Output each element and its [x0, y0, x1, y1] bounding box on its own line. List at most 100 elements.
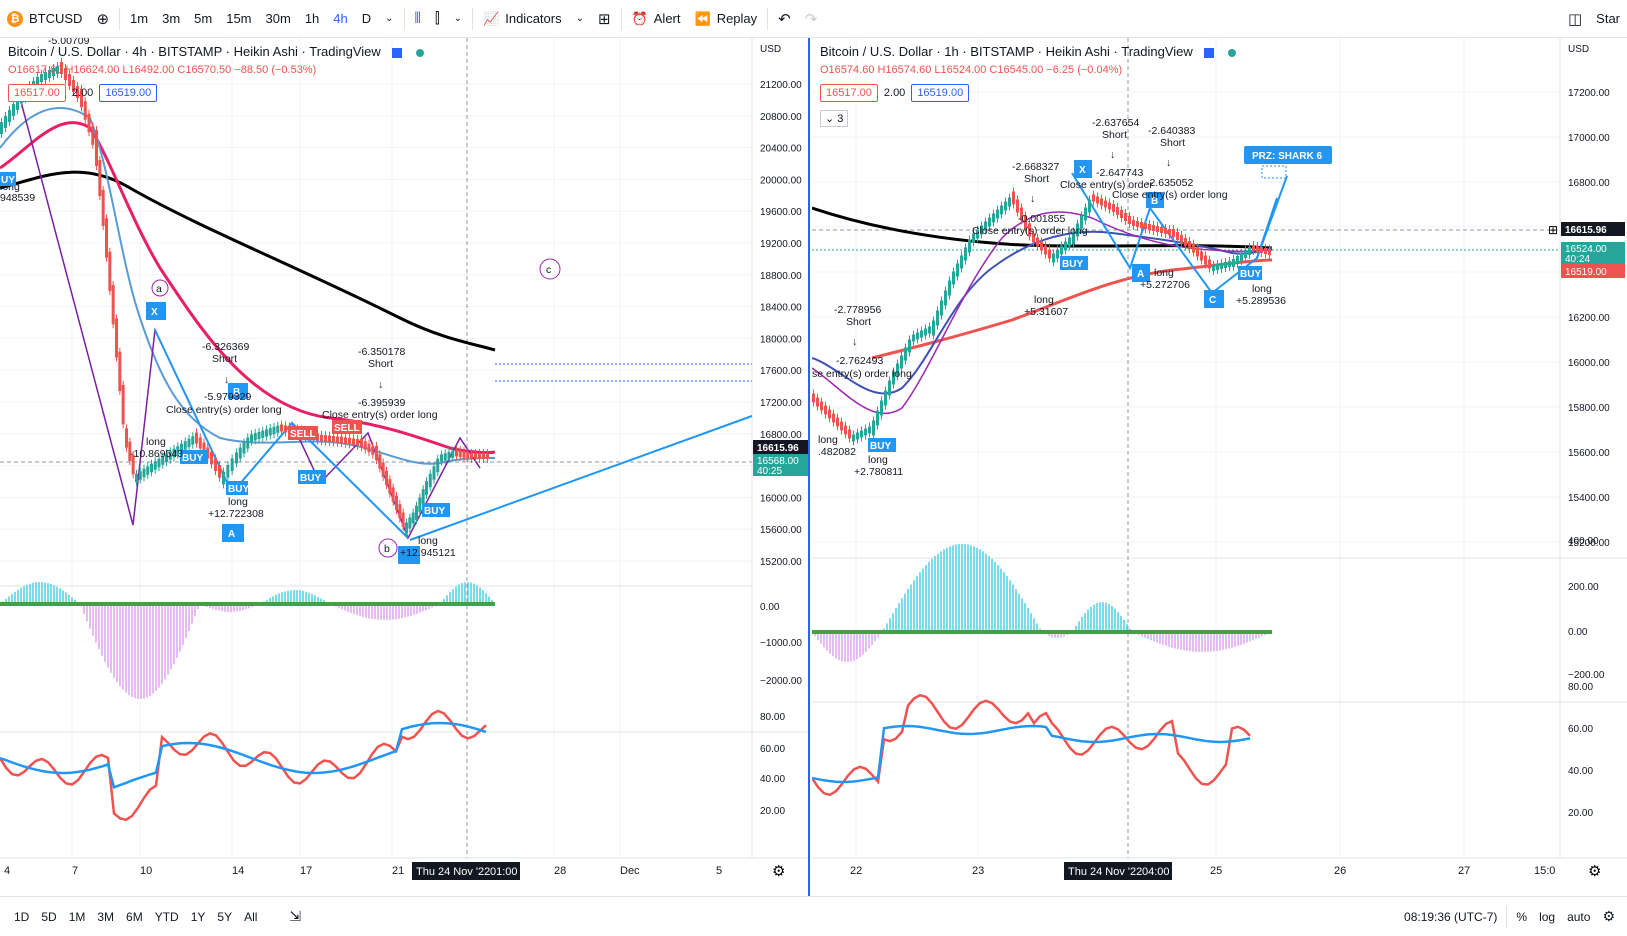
rsi-tick: 40.00 — [1568, 766, 1593, 777]
interval-3m[interactable]: 3m — [162, 11, 181, 26]
range-1y[interactable]: 1Y — [190, 909, 206, 924]
flag-icon[interactable] — [392, 47, 403, 58]
candle — [1200, 251, 1203, 261]
right-chart-pane[interactable]: PRZ: SHARK 6 X A B C BUY BUY BUY -2.7789… — [812, 38, 1627, 896]
buy-price-box[interactable]: 16519.00 — [99, 84, 158, 102]
candle — [812, 393, 815, 403]
indicator-collapse[interactable]: ⌄ 3 — [820, 110, 849, 127]
countdown-text: 40:25 — [757, 466, 782, 477]
plus-circle-icon[interactable]: ⊕ — [96, 10, 110, 28]
undo-icon[interactable]: ↶ — [778, 10, 791, 28]
log-toggle[interactable]: log — [1539, 909, 1556, 924]
candle — [91, 126, 95, 145]
tag-x-text: X — [151, 307, 158, 318]
candle — [12, 104, 15, 116]
range-1m[interactable]: 1M — [68, 909, 86, 924]
candle — [1096, 196, 1099, 204]
price-badge-text: 16524.00 — [1565, 244, 1607, 255]
right-legend[interactable]: Bitcoin / U.S. Dollar · 1h · BITSTAMP · … — [820, 44, 1237, 59]
interval-5m[interactable]: 5m — [194, 11, 213, 26]
buy-tag-text: BUY — [228, 484, 249, 495]
bar-style-icon[interactable]: ⫴ — [414, 10, 421, 27]
candle — [1064, 241, 1067, 251]
flag-icon[interactable] — [1204, 47, 1215, 58]
range-5y[interactable]: 5Y — [217, 909, 233, 924]
candle — [1112, 204, 1115, 212]
price-tick: 15400.00 — [1568, 493, 1610, 504]
interval-4h[interactable]: 4h — [333, 11, 348, 26]
interval-30m[interactable]: 30m — [265, 11, 291, 26]
chevron-down-icon[interactable]: ⌄ — [453, 13, 463, 24]
anno-val: -2.640383 — [1148, 125, 1195, 137]
candle — [1100, 198, 1103, 206]
candle — [180, 443, 183, 453]
interval-15m[interactable]: 15m — [226, 11, 252, 26]
sell-price-box[interactable]: 16517.00 — [8, 84, 66, 102]
gear-icon[interactable]: ⚙ — [772, 863, 785, 880]
interval-1m[interactable]: 1m — [130, 11, 149, 26]
candle — [405, 522, 408, 534]
replay-button[interactable]: ⏪ Replay — [688, 0, 765, 38]
candle — [936, 310, 939, 326]
layout-panel-icon[interactable]: ◫ — [1567, 10, 1583, 28]
range-ytd[interactable]: YTD — [154, 909, 179, 924]
redo-icon[interactable]: ↷ — [804, 10, 818, 28]
range-6m[interactable]: 6M — [126, 909, 143, 924]
range-3m[interactable]: 3M — [97, 909, 115, 924]
sell-price-box[interactable]: 16517.00 — [820, 84, 878, 102]
range-1d[interactable]: 1D — [14, 909, 30, 924]
candle — [968, 239, 971, 253]
date-range-icon[interactable]: ⇲ — [289, 908, 302, 924]
interval-d[interactable]: D — [361, 11, 372, 26]
star-button[interactable]: Star — [1596, 11, 1620, 26]
auto-toggle[interactable]: auto — [1567, 909, 1591, 924]
candle — [1132, 220, 1135, 226]
price-badge-text: 16568.00 — [757, 456, 799, 467]
alert-button[interactable]: ⏰ Alert — [625, 0, 688, 38]
clock-time[interactable]: 08:19:36 (UTC-7) — [1404, 909, 1498, 924]
right-chart-canvas[interactable]: PRZ: SHARK 6 X A B C BUY BUY BUY -2.7789… — [812, 38, 1627, 896]
price-tick: 20000.00 — [760, 175, 802, 186]
candle — [146, 466, 150, 475]
buy-price-box[interactable]: 16519.00 — [911, 84, 970, 102]
interval-1h[interactable]: 1h — [304, 11, 320, 26]
left-legend[interactable]: Bitcoin / U.S. Dollar · 4h · BITSTAMP · … — [8, 44, 425, 59]
left-chart-pane[interactable]: a b c X A B BUY BUY BUY BUY SELL SELL -5… — [0, 38, 810, 896]
tag-b — [228, 383, 248, 399]
candle — [161, 456, 165, 465]
anno-close: se entry(s) order long — [812, 368, 912, 380]
percent-toggle[interactable]: % — [1516, 909, 1528, 924]
candle — [1196, 247, 1199, 257]
range-5d[interactable]: 5D — [41, 909, 57, 924]
buy-tag — [0, 172, 16, 186]
chevron-down-icon[interactable]: ⌄ — [385, 13, 394, 24]
ma-200-line — [0, 170, 496, 352]
candle — [1056, 249, 1059, 259]
plus-box-icon[interactable]: ⊞ — [1548, 223, 1558, 237]
symbol-search[interactable]: ₿ BTCUSD — [0, 0, 89, 38]
anno-short: Short — [846, 316, 871, 328]
price-tick: 18800.00 — [760, 271, 802, 282]
gear-icon[interactable]: ⚙ — [1602, 908, 1615, 924]
candle-style-icon[interactable]: ⫿ — [434, 10, 440, 27]
candle — [1080, 215, 1083, 229]
candle — [816, 397, 819, 407]
candle — [1124, 213, 1127, 221]
candle — [235, 452, 238, 464]
gear-icon[interactable]: ⚙ — [1588, 863, 1601, 880]
rsi-tick: 40.00 — [760, 774, 785, 785]
candle — [1016, 199, 1019, 213]
layout-grid-icon[interactable]: ⊞ — [598, 10, 611, 28]
tag-b — [1146, 192, 1164, 208]
left-chart-canvas[interactable]: a b c X A B BUY BUY BUY BUY SELL SELL -5… — [0, 38, 810, 896]
indicators-button[interactable]: 📈 Indicators — [476, 0, 569, 38]
range-all[interactable]: All — [244, 909, 258, 924]
currency-label[interactable]: USD — [760, 44, 781, 55]
currency-label[interactable]: USD — [1568, 44, 1589, 55]
chevron-down-icon[interactable]: ⌄ — [575, 13, 584, 24]
candle — [864, 428, 867, 436]
right-price-axis[interactable] — [1560, 38, 1627, 858]
price-tick: 15600.00 — [1568, 448, 1610, 459]
right-chart-title: Bitcoin / U.S. Dollar · 1h · BITSTAMP · … — [820, 44, 1193, 59]
macd-tick: 200.00 — [1568, 582, 1599, 593]
